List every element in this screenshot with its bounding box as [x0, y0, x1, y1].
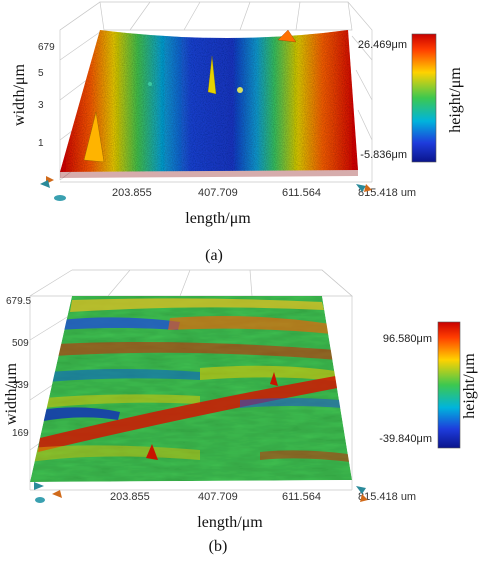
chart-a-spike	[207, 55, 217, 95]
chart-b-spike	[146, 444, 158, 460]
chart-a-colorbar-max: 26.469μm	[358, 39, 407, 51]
chart-b-xticks: 203.855 407.709 611.564 815.418 um	[110, 491, 416, 503]
chart-a-xtick: 611.564	[282, 187, 321, 199]
chart-b-caption: (b)	[209, 538, 228, 555]
chart-a-xticks: 203.855 407.709 611.564 815.418 um	[112, 187, 416, 199]
chart-b-ytick: 339	[12, 380, 29, 391]
chart-b-xlabel: length/μm	[197, 514, 263, 531]
chart-a-xtick: 407.709	[198, 187, 238, 199]
chart-a-ytick: 679	[38, 42, 55, 53]
chart-b-spike	[270, 372, 278, 386]
chart-a-ylabel: width/μm	[11, 63, 28, 125]
chart-b-ylabel: width/μm	[3, 362, 20, 424]
chart-b-colorbar-max: 96.580μm	[383, 333, 432, 345]
chart-a-caption: (a)	[205, 247, 223, 264]
chart-a-spike	[83, 111, 105, 163]
chart-a-ytick: 3	[38, 100, 44, 111]
chart-a-xlabel: length/μm	[185, 210, 251, 227]
chart-b-colorbar: 96.580μm -39.840μm height/μm	[379, 321, 478, 449]
chart-b-surface	[30, 296, 352, 482]
chart-b-orientation-widget	[34, 482, 368, 503]
chart-b-colorbar-min: -39.840μm	[379, 433, 432, 445]
chart-a-orientation-widget	[40, 176, 372, 201]
chart-b-ridge	[38, 374, 348, 452]
chart-b-ytick: 679.5	[6, 296, 31, 307]
chart-a-bump	[148, 82, 152, 86]
chart-a-ytick: 1	[38, 138, 44, 149]
chart-b-xtick: 815.418 um	[358, 491, 416, 503]
chart-a-spike	[277, 29, 297, 43]
chart-b-xtick: 611.564	[282, 491, 321, 503]
chart-a-colorbar-min: -5.836μm	[360, 149, 407, 161]
chart-a-xtick: 203.855	[112, 187, 152, 199]
chart-a: 679 5 3 1 203.855 407.709 611.564 815.41…	[11, 1, 464, 264]
chart-b-ytick: 169	[12, 428, 29, 439]
chart-b: 679.5 509 339 169 203.855 407.709 611.56…	[3, 269, 478, 555]
chart-a-zlabel: height/μm	[447, 67, 464, 133]
chart-a-colorbar: 26.469μm -5.836μm height/μm	[358, 33, 464, 163]
chart-b-zlabel: height/μm	[461, 353, 478, 419]
chart-b-xtick: 203.855	[110, 491, 150, 503]
chart-b-yticks: 679.5 509 339 169	[6, 296, 31, 439]
chart-b-ytick: 509	[12, 338, 29, 349]
chart-a-bump	[237, 87, 243, 93]
chart-a-ytick: 5	[38, 68, 44, 79]
chart-a-surface	[60, 29, 358, 178]
chart-a-yticks: 679 5 3 1	[38, 42, 55, 149]
chart-a-xtick: 815.418 um	[358, 187, 416, 199]
chart-b-xtick: 407.709	[198, 491, 238, 503]
